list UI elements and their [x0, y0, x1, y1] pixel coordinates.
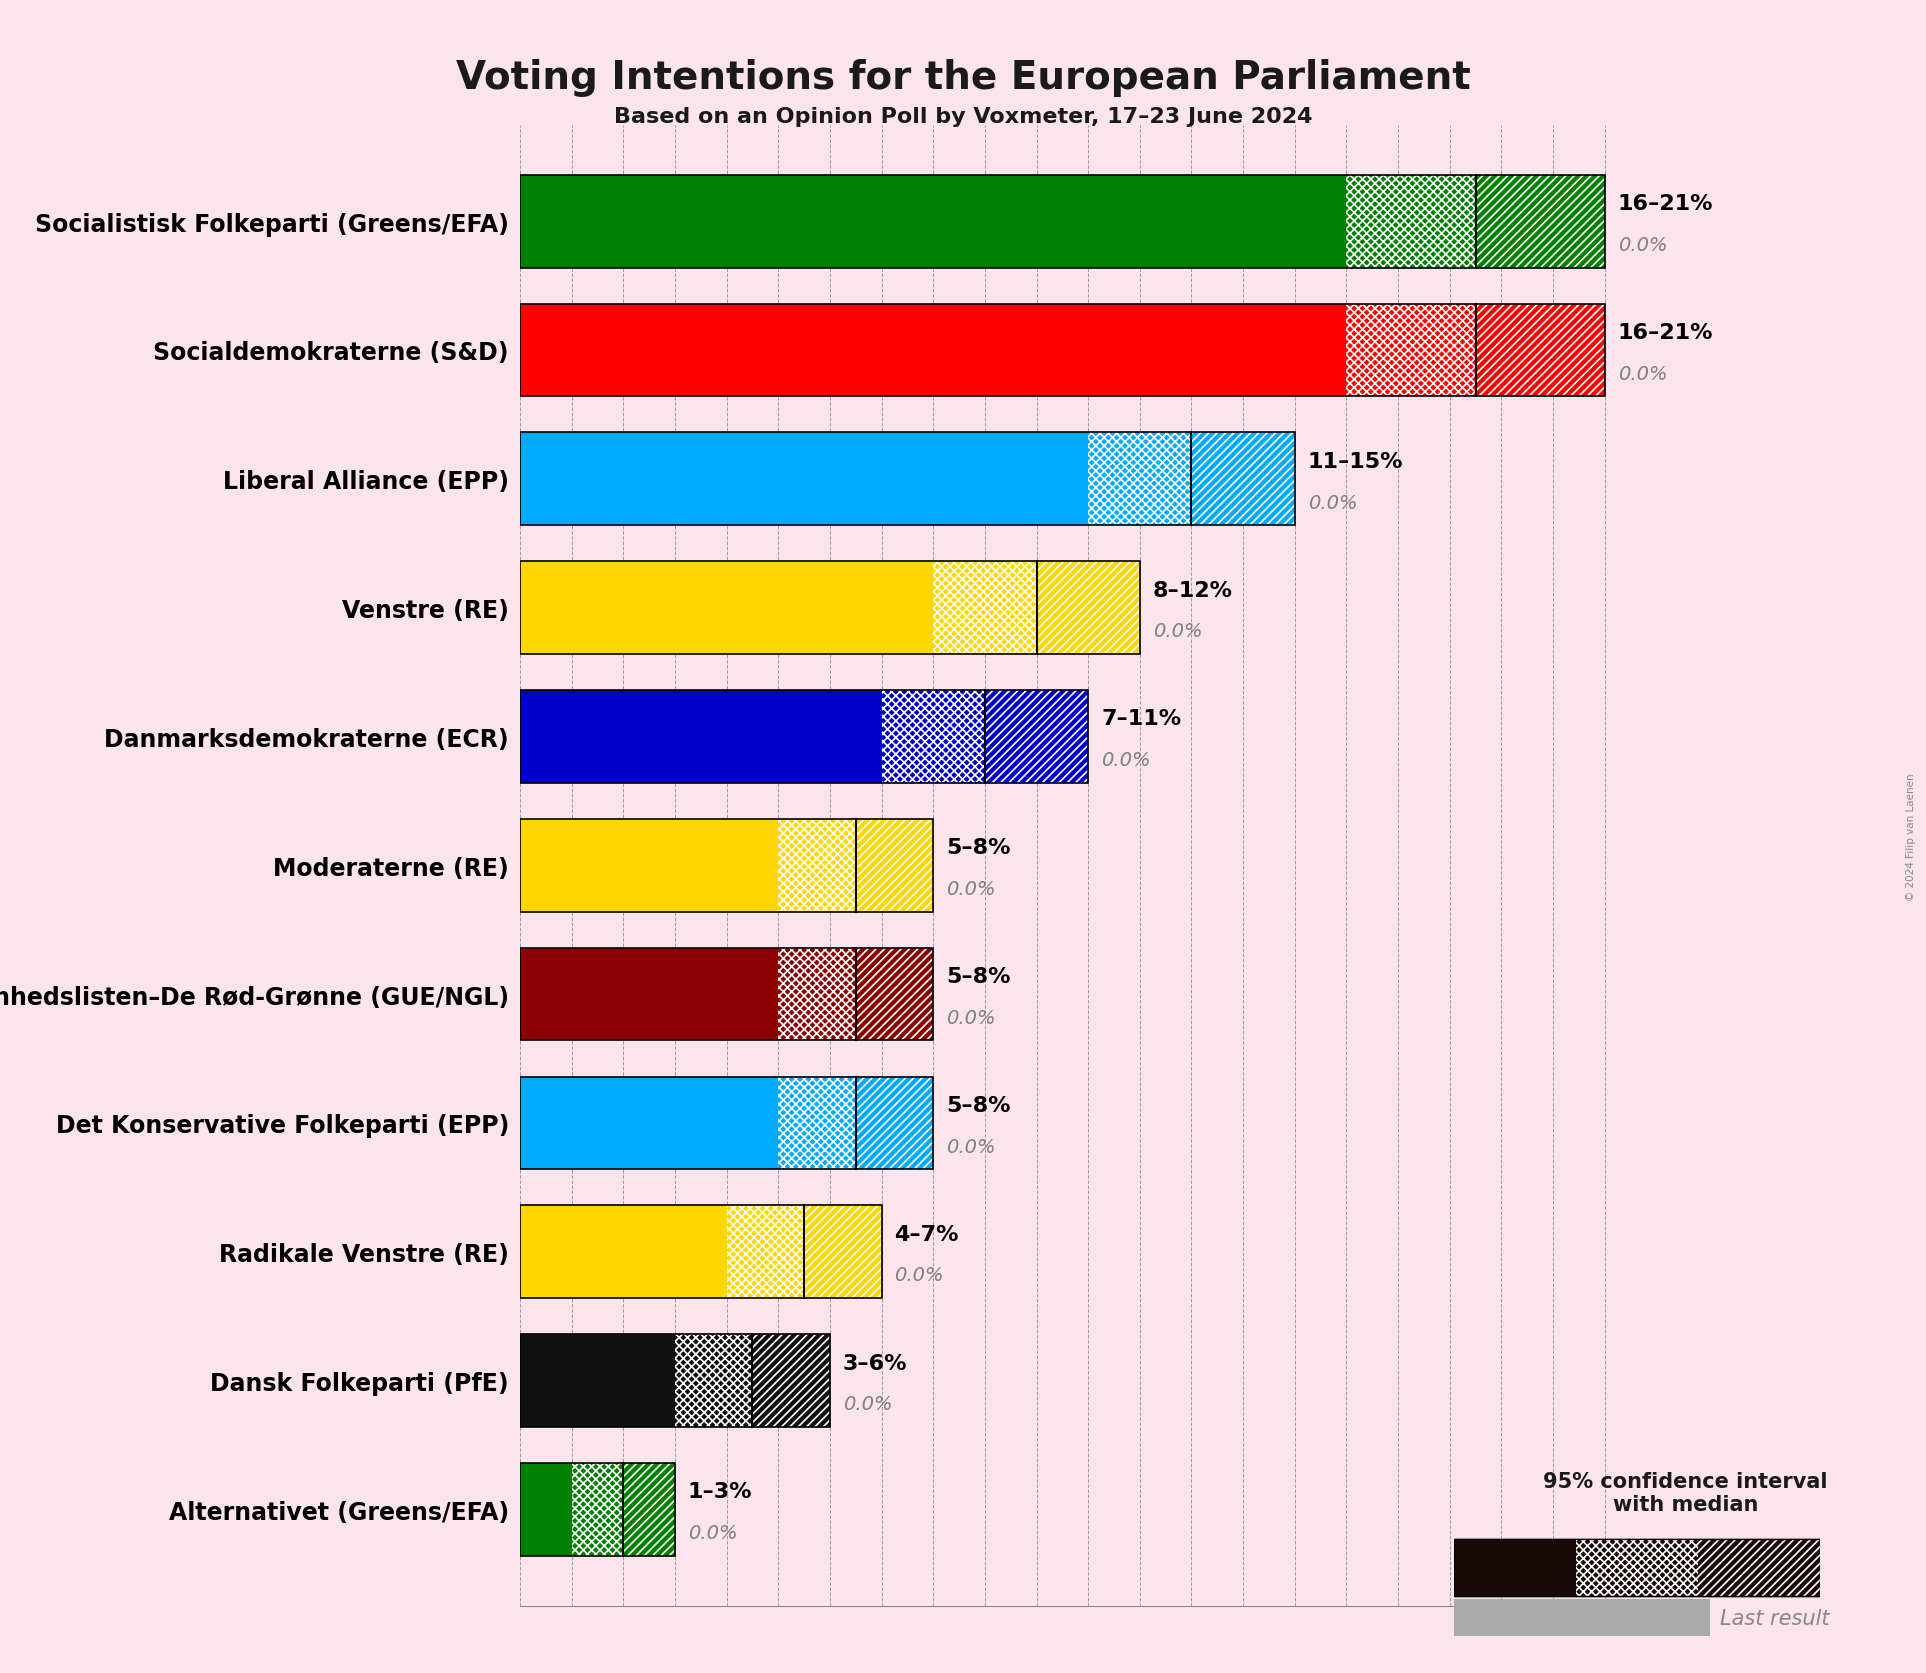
Bar — [674, 1335, 753, 1427]
Bar — [520, 176, 1604, 268]
Bar — [674, 1335, 753, 1427]
Bar — [855, 949, 934, 1041]
Text: 0.0%: 0.0% — [1308, 494, 1358, 512]
Bar — [1699, 1539, 1820, 1596]
Bar — [805, 1206, 882, 1298]
Bar — [520, 562, 1140, 654]
Text: 16–21%: 16–21% — [1618, 323, 1712, 343]
Bar — [1575, 1539, 1699, 1596]
Bar — [1346, 176, 1475, 268]
Bar — [520, 433, 1088, 525]
Bar — [520, 433, 1294, 525]
Bar — [520, 949, 934, 1041]
Bar — [855, 1077, 934, 1169]
Text: 4–7%: 4–7% — [894, 1225, 959, 1245]
Bar — [572, 1464, 624, 1556]
Bar — [1088, 433, 1192, 525]
Bar — [520, 1464, 674, 1556]
Bar — [520, 1335, 674, 1427]
Bar — [520, 1077, 778, 1169]
Bar — [520, 691, 1088, 783]
Bar — [1192, 433, 1294, 525]
Bar — [855, 1077, 934, 1169]
Bar — [805, 1206, 882, 1298]
Bar — [520, 691, 882, 783]
Bar — [1346, 304, 1475, 397]
Bar — [572, 1464, 624, 1556]
Bar — [1575, 1539, 1699, 1596]
Text: 0.0%: 0.0% — [946, 1138, 996, 1156]
Bar — [726, 1206, 805, 1298]
Bar — [520, 1206, 726, 1298]
Text: 0.0%: 0.0% — [946, 880, 996, 898]
Bar — [1475, 304, 1604, 397]
Bar — [520, 1077, 934, 1169]
Bar — [520, 176, 1346, 268]
Bar — [778, 1077, 855, 1169]
Bar — [1475, 304, 1604, 397]
Text: Last result: Last result — [1720, 1608, 1830, 1628]
Bar — [1346, 304, 1475, 397]
Text: 7–11%: 7–11% — [1102, 709, 1181, 729]
Bar — [1036, 562, 1140, 654]
Text: 11–15%: 11–15% — [1308, 452, 1404, 472]
Text: 0.0%: 0.0% — [1102, 751, 1150, 770]
Bar — [520, 820, 778, 912]
Bar — [520, 949, 778, 1041]
Bar — [520, 562, 934, 654]
Text: 8–12%: 8–12% — [1154, 581, 1233, 601]
Text: 3–6%: 3–6% — [844, 1353, 907, 1374]
Bar — [984, 691, 1088, 783]
Text: 0.0%: 0.0% — [1618, 365, 1668, 383]
Text: 0.0%: 0.0% — [688, 1522, 738, 1543]
Text: 5–8%: 5–8% — [946, 967, 1011, 987]
Bar — [520, 1464, 572, 1556]
Bar — [520, 1206, 882, 1298]
Bar — [624, 1464, 674, 1556]
Text: 95% confidence interval
with median: 95% confidence interval with median — [1543, 1471, 1828, 1514]
Text: 0.0%: 0.0% — [894, 1266, 944, 1285]
Bar — [778, 820, 855, 912]
Bar — [984, 691, 1088, 783]
Bar — [1699, 1539, 1820, 1596]
Text: © 2024 Filip van Laenen: © 2024 Filip van Laenen — [1905, 773, 1916, 900]
Bar — [753, 1335, 830, 1427]
Bar — [778, 949, 855, 1041]
Text: 5–8%: 5–8% — [946, 838, 1011, 858]
Bar — [1475, 176, 1604, 268]
Bar — [855, 820, 934, 912]
Text: 1–3%: 1–3% — [688, 1482, 753, 1501]
Text: 0.0%: 0.0% — [1154, 622, 1202, 641]
Bar — [1346, 176, 1475, 268]
Bar — [520, 820, 934, 912]
Bar — [1475, 176, 1604, 268]
Bar — [934, 562, 1036, 654]
Text: 0.0%: 0.0% — [1618, 236, 1668, 254]
Bar — [520, 304, 1346, 397]
Bar — [520, 1335, 830, 1427]
Bar — [1192, 433, 1294, 525]
Bar — [778, 949, 855, 1041]
Text: Based on an Opinion Poll by Voxmeter, 17–23 June 2024: Based on an Opinion Poll by Voxmeter, 17… — [614, 107, 1312, 127]
Text: Voting Intentions for the European Parliament: Voting Intentions for the European Parli… — [456, 59, 1470, 97]
Bar — [726, 1206, 805, 1298]
Bar — [1454, 1539, 1575, 1596]
Bar — [855, 949, 934, 1041]
Bar — [882, 691, 984, 783]
Bar — [753, 1335, 830, 1427]
Bar — [778, 1077, 855, 1169]
Text: 16–21%: 16–21% — [1618, 194, 1712, 214]
Bar — [1036, 562, 1140, 654]
Bar — [1088, 433, 1192, 525]
Bar — [520, 304, 1604, 397]
Bar — [778, 820, 855, 912]
Bar — [882, 691, 984, 783]
Text: 0.0%: 0.0% — [946, 1009, 996, 1027]
Bar — [934, 562, 1036, 654]
Text: 5–8%: 5–8% — [946, 1096, 1011, 1116]
Text: 0.0%: 0.0% — [844, 1395, 892, 1414]
Bar — [624, 1464, 674, 1556]
Bar — [855, 820, 934, 912]
